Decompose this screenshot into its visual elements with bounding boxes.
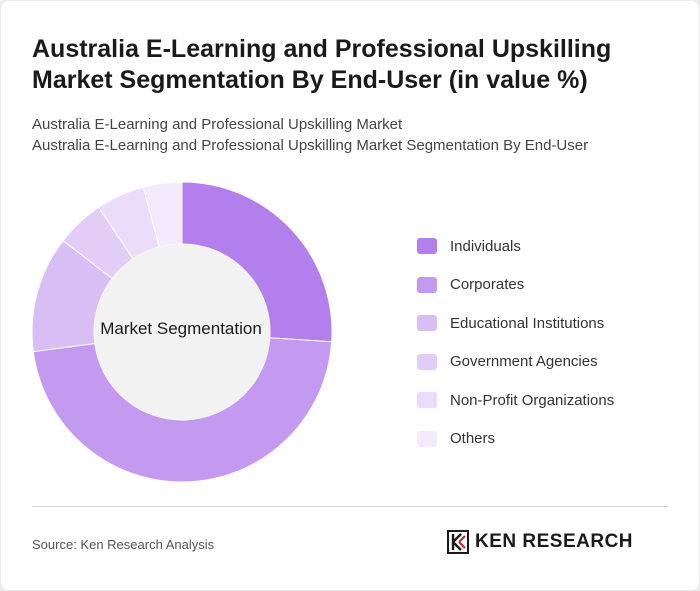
subtitle-line-1: Australia E-Learning and Professional Up…: [32, 116, 403, 133]
donut-center-label: Market Segmentation: [100, 319, 262, 338]
legend-item-non-profit-organizations: Non-Profit Organizations: [417, 381, 614, 420]
chart-subtitle: Australia E-Learning and Professional Up…: [32, 114, 672, 156]
legend-item-educational-institutions: Educational Institutions: [417, 304, 614, 343]
legend-item-government-agencies: Government Agencies: [417, 343, 614, 382]
legend-label: Government Agencies: [450, 353, 598, 371]
legend-swatch: [417, 353, 437, 370]
legend-swatch: [417, 238, 437, 255]
legend-label: Corporates: [450, 276, 525, 294]
legend-label: Non-Profit Organizations: [450, 391, 615, 409]
legend-item-corporates: Corporates: [417, 266, 614, 305]
legend-swatch: [417, 315, 437, 332]
footer-divider: [32, 506, 668, 507]
legend-label: Others: [450, 430, 496, 448]
subtitle-line-2: Australia E-Learning and Professional Up…: [32, 137, 589, 154]
logo-mark-icon: [447, 530, 469, 554]
legend-swatch: [417, 430, 437, 447]
chart-title: Australia E-Learning and Professional Up…: [32, 35, 612, 94]
donut-slice-corporates: [32, 337, 333, 483]
legend-swatch: [417, 392, 437, 409]
chart-legend: Individuals Corporates Educational Institu…: [417, 227, 614, 458]
legend-label: Individuals: [450, 237, 521, 255]
legend-item-individuals: Individuals: [417, 227, 614, 266]
ken-research-logo: KEN RESEARCH: [447, 530, 633, 554]
legend-swatch: [417, 276, 437, 293]
logo-text: KEN RESEARCH: [475, 531, 634, 552]
legend-item-others: Others: [417, 420, 614, 459]
donut-center: [94, 244, 270, 420]
source-note: Source: Ken Research Analysis: [32, 537, 215, 552]
donut-chart: [31, 181, 333, 483]
legend-label: Educational Institutions: [450, 314, 605, 332]
